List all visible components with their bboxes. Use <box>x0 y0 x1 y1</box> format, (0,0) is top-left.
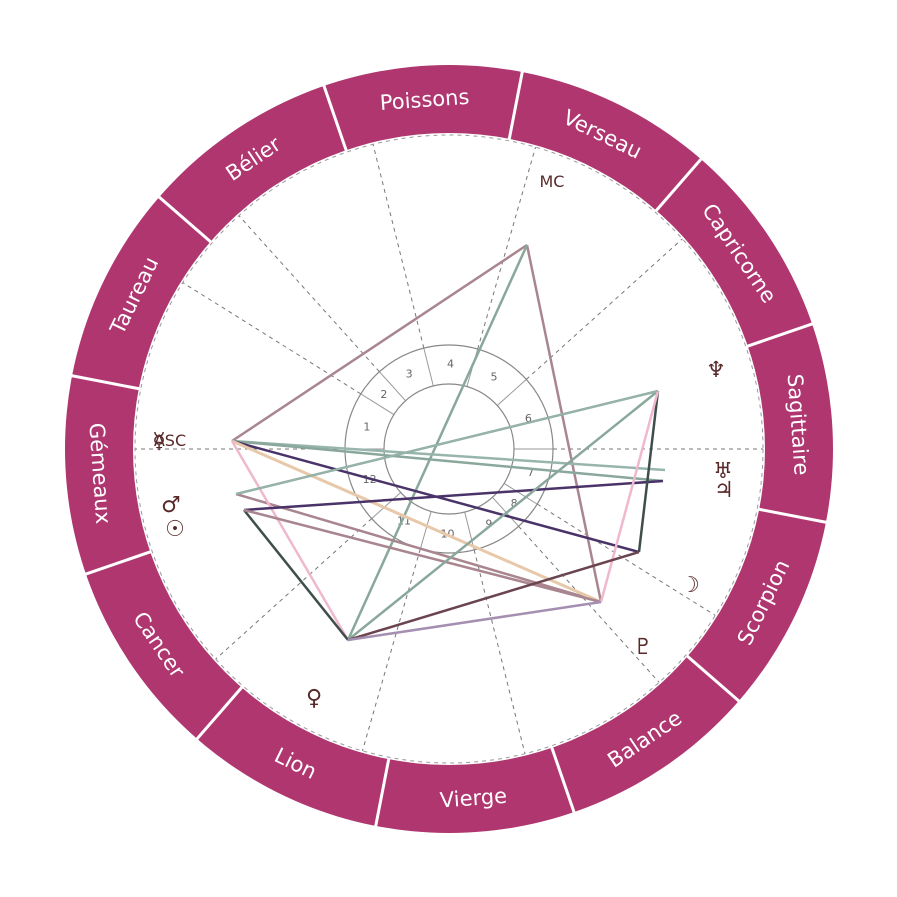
house-cusp-line <box>477 147 537 350</box>
house-divider <box>492 496 519 527</box>
pluto-icon: ♇ <box>633 635 653 660</box>
sign-divider <box>69 373 141 391</box>
aspect-line <box>346 244 529 641</box>
house-cusp-line <box>473 549 526 754</box>
jupiter-icon: ♃ <box>714 478 734 503</box>
sign-divider <box>654 156 704 213</box>
mercury-icon: ☿ <box>152 429 166 454</box>
aspect-line <box>231 439 666 472</box>
sign-divider <box>156 194 213 244</box>
aspect-line <box>231 243 528 443</box>
house-cusp-line <box>182 282 362 395</box>
aspect-line <box>243 508 602 604</box>
mars-icon: ♂ <box>161 493 181 518</box>
sign-divider <box>746 321 815 348</box>
sign-divider <box>194 685 244 742</box>
house-number: 6 <box>525 412 532 425</box>
house-number: 3 <box>406 367 413 380</box>
house-cusp-line <box>372 144 425 349</box>
aspect-line <box>347 550 640 642</box>
house-numbers: 123456789101112 <box>363 358 535 541</box>
house-number: 2 <box>380 388 387 401</box>
sign-divider <box>550 746 577 815</box>
sign-divider <box>685 654 742 704</box>
aspect-line <box>637 390 660 553</box>
house-divider <box>360 393 395 415</box>
house-cusp-line <box>525 238 683 380</box>
house-divider <box>379 371 406 402</box>
house-cusp-line <box>238 215 380 373</box>
house-number: 1 <box>363 421 370 434</box>
aspect-line <box>243 479 664 512</box>
inner-rings <box>134 134 764 764</box>
zodiac-ring: PoissonsVerseauCapricorneSagittaireScorp… <box>65 65 833 833</box>
house-number-inner-circle <box>383 383 515 515</box>
mc-label: MC <box>540 172 565 191</box>
house-cusp-line <box>536 503 716 616</box>
aspect-line <box>347 600 602 642</box>
asc-label: ASC <box>154 431 186 450</box>
aspect-line <box>235 390 659 495</box>
sign-divider <box>373 757 391 829</box>
aspect-lines <box>230 243 666 642</box>
house-divider <box>371 492 402 519</box>
aspect-line <box>235 492 602 604</box>
house-divider <box>496 379 527 406</box>
aspect-line <box>525 244 603 603</box>
house-number: 8 <box>511 497 518 510</box>
aspect-line <box>231 439 602 604</box>
sign-divider <box>507 69 525 141</box>
house-divider <box>423 347 434 387</box>
house-cusp-line <box>215 518 373 660</box>
aspect-line <box>231 439 664 483</box>
aspect-line <box>347 390 659 641</box>
house-divider <box>419 511 432 550</box>
aspect-line <box>243 509 349 641</box>
venus-icon: ♀ <box>306 686 322 711</box>
uranus-icon: ♅ <box>713 459 733 484</box>
zodiac-sign-label: Vierge <box>439 784 508 813</box>
house-divider <box>464 511 475 551</box>
inner-dashed-circle <box>134 134 764 764</box>
aspect-line <box>230 440 350 641</box>
house-number: 4 <box>447 358 454 371</box>
sign-divider <box>757 507 829 525</box>
moon-icon: ☽ <box>680 573 700 598</box>
house-number: 7 <box>527 466 534 479</box>
sign-divider <box>83 550 152 577</box>
sign-divider <box>321 83 348 152</box>
house-cusp-line <box>361 548 421 751</box>
neptune-icon: ♆ <box>706 358 726 383</box>
planet-glyphs: ☿ ♂ ☉ ♀ ♇ ☽ ♃ ♅ ♆ ASC MC <box>152 172 734 711</box>
house-divider <box>503 483 538 505</box>
aspect-line <box>599 390 660 603</box>
house-number: 5 <box>491 370 498 383</box>
sun-icon: ☉ <box>165 517 185 542</box>
house-number: 9 <box>485 518 492 531</box>
house-cusps <box>135 144 763 754</box>
